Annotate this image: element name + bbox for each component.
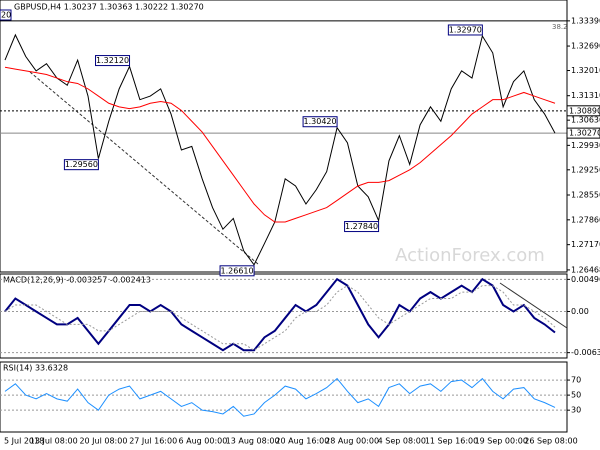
series-line — [4, 277, 556, 352]
y-tick-label: 50 — [571, 391, 581, 400]
annotation-label: 1.29560 — [65, 160, 98, 169]
annotation-box — [302, 116, 338, 128]
annotation-label: 1.32120 — [96, 56, 129, 65]
y-tick-label: 1.28550 — [571, 191, 600, 200]
series-line — [4, 33, 556, 266]
annotation-box — [447, 24, 483, 36]
series-line — [4, 377, 556, 417]
corner-label: 20 — [1, 11, 11, 20]
x-tick-label: 11 Sep 16:00 — [425, 437, 478, 446]
price-panel — [0, 0, 568, 273]
annotation-label: 1.32970 — [449, 25, 482, 34]
fib-label: 38.2 — [552, 23, 568, 31]
level-box — [566, 105, 600, 117]
watermark: ActionForex.com — [395, 245, 545, 266]
annotation-label: 1.30420 — [304, 117, 337, 126]
y-tick-label: 30 — [571, 406, 581, 415]
series-line — [4, 66, 556, 223]
y-tick-label: 1.33390 — [571, 16, 600, 25]
y-tick-label: 70 — [571, 376, 581, 385]
header: GBPUSD,H4 1.30237 1.30363 1.30222 1.3027… — [14, 3, 204, 12]
y-tick-label: 0.004968 — [571, 275, 600, 284]
y-tick-label: -0.006372 — [571, 348, 600, 357]
annotation-label: 1.27840 — [345, 222, 378, 231]
annotation-box — [344, 221, 380, 233]
x-tick-label: 13 Aug 08:00 — [226, 437, 280, 446]
y-tick-label: 1.30630 — [571, 116, 600, 125]
level-box — [566, 127, 600, 139]
x-tick-label: 5 Jul 2018 — [4, 437, 44, 446]
rsi-panel — [0, 361, 568, 433]
panel-title: MACD(12,26,9) -0.003257 -0.002413 — [3, 276, 151, 285]
panel-title: RSI(14) 33.6328 — [3, 364, 68, 373]
y-tick-label: 1.29250 — [571, 165, 600, 174]
macd-panel — [0, 273, 568, 359]
y-tick-label: 1.31310 — [571, 91, 600, 100]
y-tick-label: 1.27170 — [571, 240, 600, 249]
y-tick-label: 1.27860 — [571, 215, 600, 224]
annotation-label: 1.26610 — [221, 266, 254, 275]
trend-line — [499, 282, 568, 329]
x-tick-label: 26 Sep 08:00 — [524, 437, 577, 446]
y-tick-label: 0.00 — [571, 307, 589, 316]
annotation-box — [219, 265, 255, 277]
series-line — [4, 285, 556, 351]
level-label: 1.30270 — [569, 129, 600, 138]
x-tick-label: 6 Aug 00:00 — [178, 437, 227, 446]
x-tick-label: 28 Aug 00:00 — [325, 437, 379, 446]
y-tick-label: 1.26468 — [571, 265, 600, 274]
x-tick-label: 20 Jul 08:00 — [79, 437, 127, 446]
x-tick-label: 19 Sep 00:00 — [475, 437, 528, 446]
y-tick-label: 1.29930 — [571, 141, 600, 150]
x-tick-label: 27 Jul 16:00 — [129, 437, 177, 446]
corner-box — [0, 9, 12, 21]
x-tick-label: 20 Aug 16:00 — [275, 437, 329, 446]
y-tick-label: 1.32010 — [571, 66, 600, 75]
x-tick-label: 13 Jul 08:00 — [30, 437, 78, 446]
level-label: 1.30890 — [569, 106, 600, 115]
x-tick-label: 4 Sep 08:00 — [378, 437, 426, 446]
annotation-box — [95, 55, 131, 67]
annotation-box — [63, 159, 99, 171]
y-tick-label: 1.32690 — [571, 42, 600, 51]
